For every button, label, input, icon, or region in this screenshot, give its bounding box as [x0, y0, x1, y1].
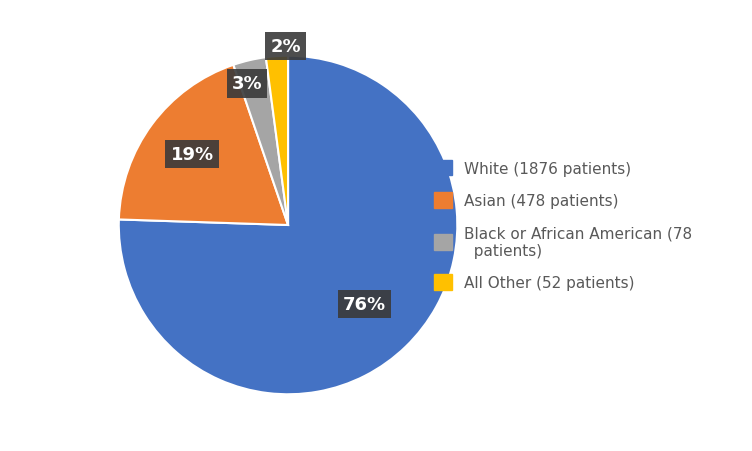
Legend: White (1876 patients), Asian (478 patients), Black or African American (78
  pat: White (1876 patients), Asian (478 patien…	[428, 154, 699, 297]
Text: 19%: 19%	[171, 146, 214, 164]
Wedge shape	[233, 58, 288, 226]
Text: 3%: 3%	[232, 75, 262, 93]
Wedge shape	[266, 57, 288, 226]
Wedge shape	[119, 57, 457, 394]
Text: 2%: 2%	[270, 38, 301, 55]
Wedge shape	[119, 66, 288, 226]
Text: 76%: 76%	[343, 295, 386, 313]
